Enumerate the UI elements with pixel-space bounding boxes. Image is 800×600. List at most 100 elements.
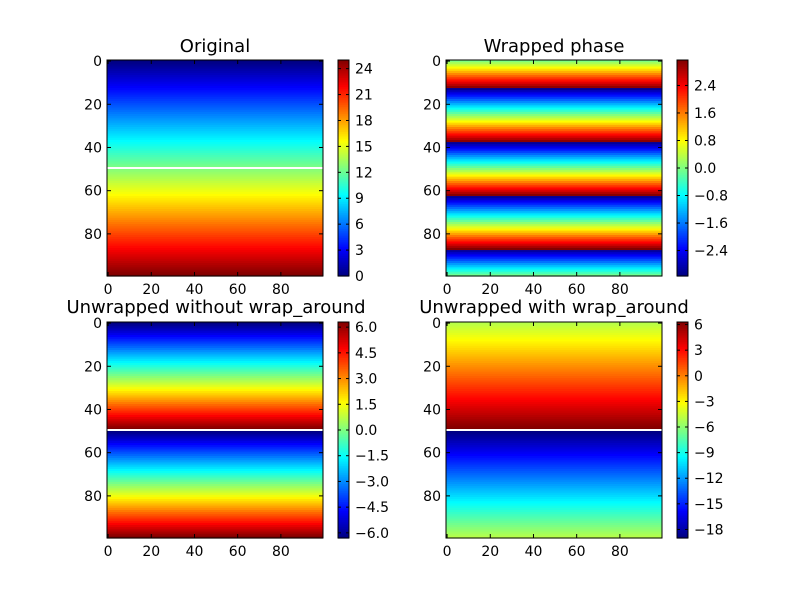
colorbar-tick-label: −18 bbox=[694, 522, 724, 538]
colorbar-segment bbox=[677, 511, 688, 514]
colorbar-segment bbox=[338, 117, 349, 120]
colorbar-segment bbox=[677, 231, 688, 234]
colorbar-segment bbox=[338, 135, 349, 138]
colorbar-segment bbox=[338, 385, 349, 388]
colorbar-segment bbox=[677, 340, 688, 343]
heatmap-row bbox=[107, 178, 323, 182]
colorbar-segment bbox=[677, 241, 688, 245]
heatmap-row bbox=[446, 211, 662, 214]
heatmap-row bbox=[446, 200, 662, 204]
colorbar-segment bbox=[677, 270, 688, 273]
colorbar-segment bbox=[338, 164, 349, 167]
colorbar-segment bbox=[338, 141, 349, 144]
colorbar-segment bbox=[677, 205, 688, 209]
heatmap-row bbox=[446, 206, 662, 210]
colorbar-segment bbox=[338, 521, 349, 525]
colorbar-segment bbox=[338, 126, 349, 129]
colorbar-segment bbox=[677, 195, 688, 198]
heatmap-row bbox=[446, 382, 662, 386]
colorbar-segment bbox=[677, 352, 688, 355]
colorbar-segment bbox=[338, 146, 349, 149]
colorbar-tick-label: 3 bbox=[694, 343, 703, 359]
colorbar-segment bbox=[338, 374, 349, 377]
heatmap-image bbox=[107, 322, 323, 539]
colorbar-segment bbox=[677, 458, 688, 462]
colorbar-segment bbox=[677, 379, 688, 382]
heatmap-row bbox=[446, 241, 662, 245]
heatmap-row bbox=[446, 475, 662, 479]
heatmap-row bbox=[446, 512, 662, 515]
colorbar-segment bbox=[338, 408, 349, 411]
heatmap-row bbox=[446, 243, 662, 247]
colorbar-segment bbox=[338, 489, 349, 492]
heatmap-row bbox=[107, 114, 323, 117]
heatmap-row bbox=[107, 258, 323, 262]
colorbar-segment bbox=[338, 65, 349, 68]
colorbar-segment bbox=[677, 453, 688, 456]
colorbar-segment bbox=[677, 69, 688, 72]
colorbar-segment bbox=[677, 529, 688, 532]
colorbar-segment bbox=[677, 204, 688, 207]
heatmap-row bbox=[446, 103, 662, 106]
colorbar-segment bbox=[677, 433, 688, 436]
heatmap-row bbox=[107, 386, 323, 390]
heatmap-row bbox=[107, 224, 323, 227]
colorbar-segment bbox=[338, 534, 349, 537]
colorbar-segment bbox=[338, 92, 349, 95]
heatmap-row bbox=[107, 206, 323, 210]
heatmap-row bbox=[446, 193, 662, 197]
colorbar-segment bbox=[677, 370, 688, 373]
heatmap-row bbox=[107, 455, 323, 459]
colorbar-segment bbox=[677, 509, 688, 512]
colorbar-segment bbox=[677, 148, 688, 151]
colorbar-segment bbox=[677, 412, 688, 415]
colorbar-segment bbox=[338, 209, 349, 212]
x-tick-label: 20 bbox=[142, 282, 160, 298]
axes-frame bbox=[445, 321, 663, 539]
colorbar-segment bbox=[338, 96, 349, 99]
colorbar-segment bbox=[338, 512, 349, 516]
axes-frame bbox=[106, 59, 324, 277]
heatmap-row bbox=[107, 62, 323, 65]
heatmap-row bbox=[446, 157, 662, 160]
x-tick-label: 40 bbox=[186, 544, 204, 560]
colorbar-segment bbox=[677, 99, 688, 102]
x-tick-label: 20 bbox=[481, 282, 499, 298]
heatmap-row bbox=[446, 507, 662, 511]
colorbar: 0 3 6 9 12 15 18 21 24 bbox=[337, 59, 373, 285]
heatmap-row bbox=[107, 369, 323, 373]
heatmap-row bbox=[107, 269, 323, 273]
colorbar-segment bbox=[677, 258, 688, 261]
y-tick-label: 20 bbox=[423, 359, 441, 375]
colorbar-segment bbox=[677, 331, 688, 334]
heatmap-row bbox=[107, 150, 323, 154]
colorbar-segment bbox=[338, 426, 349, 429]
heatmap-row bbox=[446, 330, 662, 334]
colorbar-frame bbox=[676, 321, 689, 539]
heatmap-row bbox=[446, 152, 662, 156]
heatmap-row bbox=[446, 96, 662, 100]
colorbar-segment bbox=[677, 467, 688, 471]
colorbar-segment bbox=[338, 202, 349, 205]
heatmap-row bbox=[446, 116, 662, 119]
colorbar-segment bbox=[677, 507, 688, 510]
heatmap-row bbox=[107, 503, 323, 507]
heatmap-row bbox=[446, 442, 662, 446]
colorbar-segment bbox=[677, 421, 688, 424]
heatmap-row bbox=[446, 120, 662, 124]
colorbar-segment bbox=[677, 413, 688, 417]
heatmap-row bbox=[107, 101, 323, 104]
heatmap-row bbox=[107, 404, 323, 407]
colorbar-segment bbox=[338, 234, 349, 237]
heatmap-row bbox=[446, 118, 662, 122]
colorbar-segment bbox=[338, 231, 349, 234]
colorbar-segment bbox=[338, 530, 349, 534]
heatmap-row bbox=[446, 139, 662, 143]
colorbar-segment bbox=[338, 338, 349, 341]
colorbar-segment bbox=[677, 121, 688, 124]
colorbar-segment bbox=[338, 475, 349, 478]
colorbar-segment bbox=[338, 148, 349, 151]
heatmap-row bbox=[446, 369, 662, 373]
colorbar-segment bbox=[338, 466, 349, 469]
